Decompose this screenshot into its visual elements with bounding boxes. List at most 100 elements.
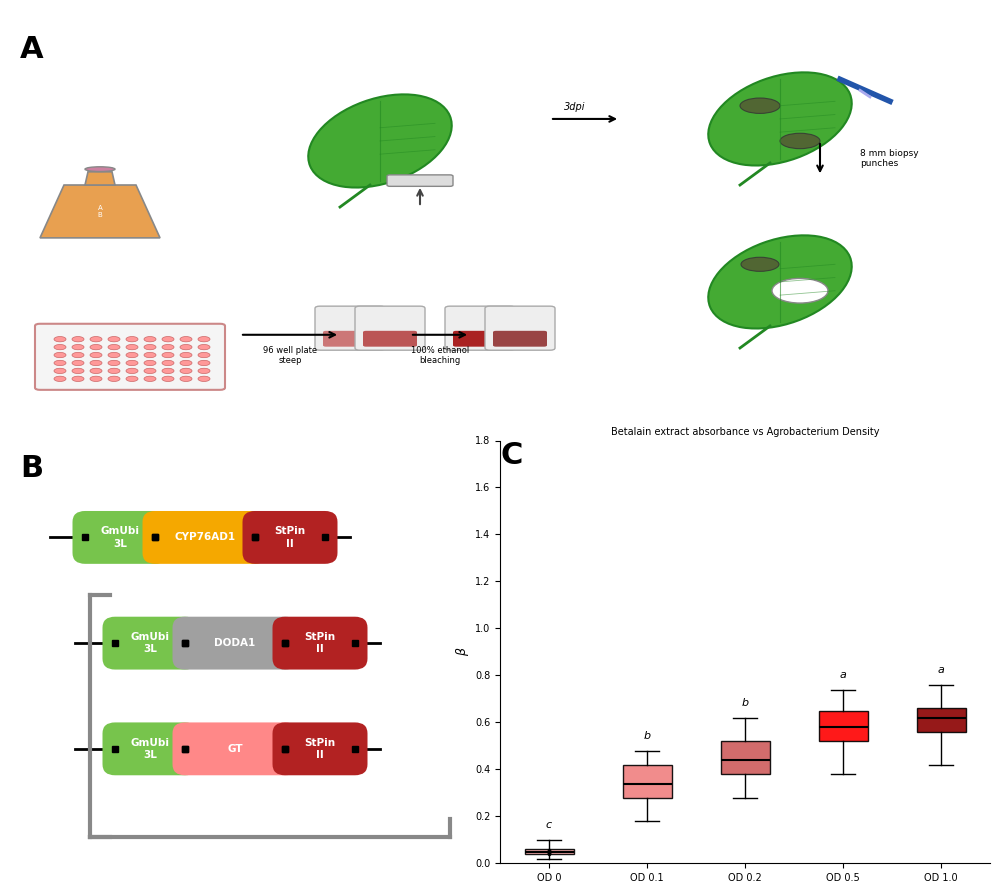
Text: GT: GT <box>227 744 243 754</box>
Text: 3dpi: 3dpi <box>564 102 586 113</box>
Ellipse shape <box>708 235 852 329</box>
Circle shape <box>90 337 102 342</box>
FancyBboxPatch shape <box>103 722 198 775</box>
Circle shape <box>144 337 156 342</box>
FancyBboxPatch shape <box>142 511 267 564</box>
FancyBboxPatch shape <box>445 307 515 350</box>
Circle shape <box>90 352 102 358</box>
Title: Betalain extract absorbance vs Agrobacterium Density: Betalain extract absorbance vs Agrobacte… <box>611 427 879 437</box>
Circle shape <box>72 344 84 350</box>
Circle shape <box>162 368 174 374</box>
Circle shape <box>54 344 66 350</box>
Circle shape <box>54 337 66 342</box>
Circle shape <box>180 352 192 358</box>
Text: StPin
II: StPin II <box>304 737 336 760</box>
FancyBboxPatch shape <box>387 174 453 187</box>
FancyBboxPatch shape <box>173 617 298 670</box>
Circle shape <box>108 352 120 358</box>
Circle shape <box>72 352 84 358</box>
Ellipse shape <box>780 133 820 149</box>
Text: C: C <box>500 440 522 470</box>
Circle shape <box>72 337 84 342</box>
Circle shape <box>162 360 174 366</box>
PathPatch shape <box>720 741 770 774</box>
FancyBboxPatch shape <box>485 307 555 350</box>
Circle shape <box>54 376 66 381</box>
Circle shape <box>198 337 210 342</box>
Circle shape <box>162 376 174 381</box>
Text: StPin
II: StPin II <box>304 632 336 655</box>
Circle shape <box>108 360 120 366</box>
Text: a: a <box>840 670 846 680</box>
Circle shape <box>108 344 120 350</box>
Text: 96 well plate
steep: 96 well plate steep <box>263 346 317 366</box>
Circle shape <box>54 360 66 366</box>
Circle shape <box>144 344 156 350</box>
Ellipse shape <box>740 98 780 114</box>
Circle shape <box>126 352 138 358</box>
Circle shape <box>180 344 192 350</box>
Circle shape <box>72 368 84 374</box>
PathPatch shape <box>916 708 966 732</box>
FancyBboxPatch shape <box>103 617 198 670</box>
Circle shape <box>198 352 210 358</box>
Text: GmUbi
3L: GmUbi 3L <box>130 632 170 655</box>
Circle shape <box>72 376 84 381</box>
Ellipse shape <box>308 94 452 188</box>
Text: B: B <box>20 454 43 483</box>
Text: 8 mm biopsy
punches: 8 mm biopsy punches <box>860 149 919 168</box>
Circle shape <box>126 337 138 342</box>
Text: GmUbi
3L: GmUbi 3L <box>100 526 140 549</box>
Ellipse shape <box>708 72 852 166</box>
Circle shape <box>90 360 102 366</box>
Circle shape <box>108 337 120 342</box>
Circle shape <box>144 360 156 366</box>
PathPatch shape <box>524 849 574 854</box>
FancyBboxPatch shape <box>453 330 507 346</box>
Circle shape <box>144 376 156 381</box>
Circle shape <box>198 376 210 381</box>
Text: GmUbi
3L: GmUbi 3L <box>130 737 170 760</box>
Circle shape <box>72 360 84 366</box>
Circle shape <box>126 376 138 381</box>
Circle shape <box>126 344 138 350</box>
Circle shape <box>90 376 102 381</box>
Text: DODA1: DODA1 <box>214 638 256 648</box>
Circle shape <box>180 360 192 366</box>
Circle shape <box>54 352 66 358</box>
Text: 100% ethanol
bleaching: 100% ethanol bleaching <box>411 346 469 366</box>
FancyBboxPatch shape <box>72 511 167 564</box>
Ellipse shape <box>741 257 779 271</box>
FancyBboxPatch shape <box>272 617 368 670</box>
Circle shape <box>90 368 102 374</box>
FancyBboxPatch shape <box>242 511 338 564</box>
Y-axis label: β: β <box>456 648 469 656</box>
Circle shape <box>162 337 174 342</box>
Circle shape <box>54 368 66 374</box>
Text: c: c <box>546 820 552 831</box>
Circle shape <box>108 376 120 381</box>
Text: a: a <box>938 665 944 676</box>
FancyBboxPatch shape <box>315 307 385 350</box>
FancyBboxPatch shape <box>35 324 225 389</box>
FancyBboxPatch shape <box>363 330 417 346</box>
Circle shape <box>162 344 174 350</box>
Circle shape <box>126 360 138 366</box>
Circle shape <box>90 344 102 350</box>
FancyBboxPatch shape <box>493 330 547 346</box>
Circle shape <box>772 278 828 303</box>
Circle shape <box>198 360 210 366</box>
Circle shape <box>162 352 174 358</box>
Text: A: A <box>20 35 44 64</box>
FancyBboxPatch shape <box>272 722 368 775</box>
Circle shape <box>180 376 192 381</box>
Ellipse shape <box>85 167 115 172</box>
Circle shape <box>144 368 156 374</box>
Circle shape <box>126 368 138 374</box>
Circle shape <box>144 352 156 358</box>
Circle shape <box>108 368 120 374</box>
Text: b: b <box>643 731 651 741</box>
Polygon shape <box>40 185 160 238</box>
Text: StPin
II: StPin II <box>274 526 306 549</box>
Text: A
B: A B <box>98 205 102 218</box>
